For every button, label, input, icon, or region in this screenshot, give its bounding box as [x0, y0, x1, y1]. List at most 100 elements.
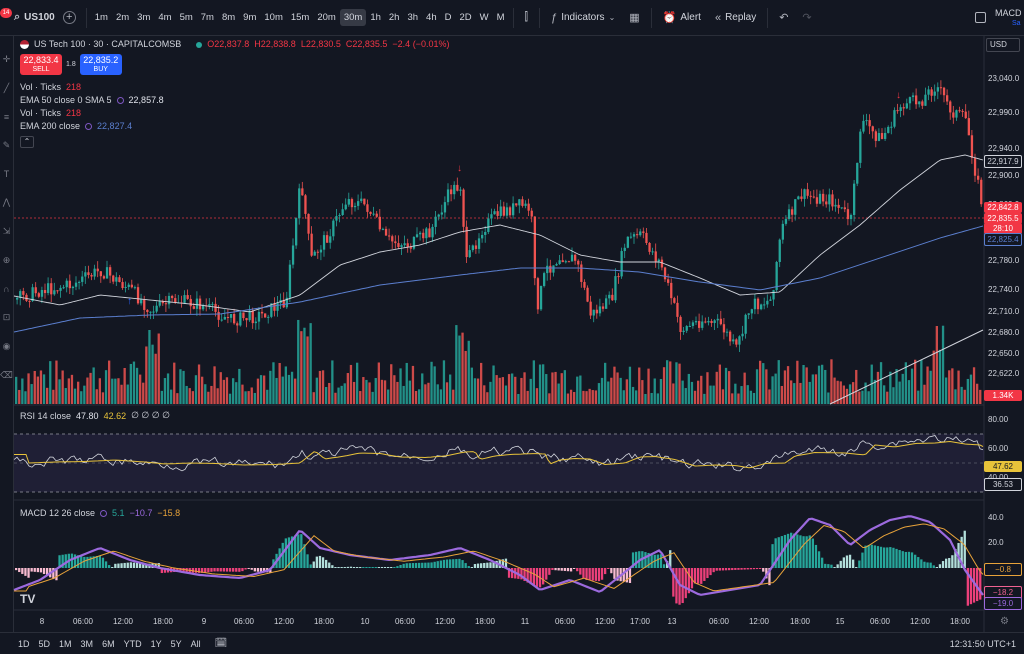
time-axis-label: 11 — [520, 617, 530, 626]
candle-body — [37, 293, 40, 297]
brush-icon[interactable]: ✎ — [2, 140, 11, 150]
macd-histogram-bar — [222, 568, 225, 572]
range-3M[interactable]: 3M — [80, 638, 94, 649]
close-value: C22,835.5 — [345, 39, 388, 49]
interval-30m[interactable]: 30m — [339, 9, 367, 26]
trendline-icon[interactable]: ╱ — [3, 83, 10, 93]
volume-bar — [132, 361, 136, 404]
candle-body — [167, 295, 171, 305]
crosshair-icon[interactable]: ✛ — [2, 54, 11, 64]
pattern-icon[interactable]: ⋀ — [2, 197, 11, 207]
volume-bar — [827, 392, 830, 404]
volume-bar — [501, 377, 504, 404]
macd-histogram-bar — [108, 565, 111, 568]
collapse-legend-button[interactable]: ⌃ — [20, 136, 34, 148]
axis-settings-icon[interactable]: ⚙ — [1000, 616, 1009, 627]
indicator-row-vol2[interactable]: Vol · Ticks 218 — [20, 107, 449, 120]
redo-button[interactable]: ↷ — [795, 11, 818, 24]
interval-10m[interactable]: 10m — [264, 12, 283, 23]
date-range-icon[interactable]: 🗓 — [214, 638, 228, 649]
interval-2m[interactable]: 2m — [115, 12, 130, 23]
chart-type-button[interactable]: ⫿ — [518, 11, 536, 24]
fib-icon[interactable]: ≡ — [3, 112, 10, 122]
indicators-button[interactable]: ƒ Indicators ⌄ — [544, 12, 622, 24]
macd-legend[interactable]: MACD 12 26 close 5.1 −10.7 −15.8 — [20, 508, 180, 518]
macd-histogram-bar — [387, 567, 390, 568]
volume-bar — [917, 390, 920, 404]
indicator-row-ema50[interactable]: EMA 50 close 0 SMA 5 22,857.8 — [20, 94, 449, 107]
layout-name[interactable]: MACD R — [995, 8, 1024, 18]
range-5Y[interactable]: 5Y — [170, 638, 182, 649]
interval-15m[interactable]: 15m — [290, 12, 310, 23]
range-YTD[interactable]: YTD — [123, 638, 142, 649]
interval-20m[interactable]: 20m — [317, 12, 336, 23]
interval-2h[interactable]: 2h — [388, 12, 400, 23]
volume-bar — [207, 391, 210, 404]
candle-body — [226, 316, 230, 318]
currency-select[interactable]: USD — [986, 38, 1020, 52]
range-All[interactable]: All — [190, 638, 201, 649]
range-1D[interactable]: 1D — [18, 638, 30, 649]
range-1Y[interactable]: 1Y — [150, 638, 162, 649]
macd-histogram-bar — [201, 568, 204, 573]
alert-button[interactable]: ⏰ Alert — [656, 11, 708, 24]
eye-icon[interactable]: ◉ — [2, 341, 11, 351]
buy-button[interactable]: 22,835.2 BUY — [79, 54, 122, 75]
symbol-search[interactable]: ⌕ US100 — [0, 11, 63, 24]
layouts-button[interactable]: ▦ — [622, 11, 646, 24]
trash-icon[interactable]: ⌫ — [0, 370, 13, 380]
range-6M[interactable]: 6M — [102, 638, 115, 649]
zoom-icon[interactable]: ⊕ — [2, 255, 11, 265]
range-1M[interactable]: 1M — [59, 638, 72, 649]
interval-2D[interactable]: 2D — [459, 12, 472, 23]
macd-histogram-bar — [728, 568, 731, 571]
volume-bar — [222, 379, 225, 404]
volume-bar — [235, 382, 238, 404]
layout-checkbox[interactable] — [975, 12, 986, 23]
indicator-row-ema200[interactable]: EMA 200 close 22,827.4 — [20, 120, 449, 133]
notification-badge[interactable]: 14 — [0, 8, 12, 18]
lock-icon[interactable]: ⊡ — [2, 312, 11, 322]
interval-1m[interactable]: 1m — [94, 12, 108, 23]
range-5D[interactable]: 5D — [38, 638, 51, 649]
interval-3m[interactable]: 3m — [137, 12, 151, 23]
candle-body — [809, 195, 812, 197]
volume-bar — [755, 369, 759, 404]
volume-bar — [77, 381, 80, 404]
interval-3h[interactable]: 3h — [407, 12, 419, 23]
rsi-legend[interactable]: RSI 14 close 47.80 42.62 ∅ ∅ ∅ ∅ — [20, 410, 170, 421]
macd-histogram-bar — [414, 562, 418, 568]
measure-icon[interactable]: ⇲ — [2, 226, 11, 236]
macd-histogram-bar — [700, 568, 703, 584]
macd-histogram-bar — [783, 534, 787, 568]
macd-histogram-bar — [393, 567, 396, 568]
interval-5m[interactable]: 5m — [179, 12, 193, 23]
interval-9m[interactable]: 9m — [243, 12, 257, 23]
magnet-icon[interactable]: ∩ — [3, 284, 10, 294]
text-icon[interactable]: T — [3, 169, 10, 179]
undo-button[interactable]: ↶ — [772, 11, 795, 24]
compare-plus-icon[interactable]: + — [62, 11, 76, 24]
us-flag-icon — [20, 40, 29, 49]
candle-body — [341, 209, 344, 216]
interval-D[interactable]: D — [444, 12, 452, 23]
interval-1h[interactable]: 1h — [370, 12, 381, 23]
interval-7m[interactable]: 7m — [200, 12, 214, 23]
sell-button[interactable]: 22,833.4 SELL — [20, 54, 62, 75]
interval-4h[interactable]: 4h — [426, 12, 437, 23]
volume-bar — [476, 378, 480, 404]
volume-bar — [362, 377, 365, 404]
macd-histogram-bar — [101, 557, 105, 568]
replay-button[interactable]: «Replay — [708, 12, 763, 24]
interval-M[interactable]: M — [496, 12, 505, 23]
interval-8m[interactable]: 8m — [221, 12, 236, 23]
candle-body — [28, 300, 31, 302]
volume-bar — [573, 392, 576, 404]
indicator-row-vol[interactable]: Vol · Ticks 218 — [20, 81, 449, 94]
interval-W[interactable]: W — [479, 12, 489, 23]
clock[interactable]: 12:31:50 UTC+1 — [949, 639, 1016, 649]
save-label[interactable]: Sa — [1012, 20, 1021, 27]
interval-4m[interactable]: 4m — [158, 12, 172, 23]
macd-histogram-bar — [263, 568, 266, 573]
